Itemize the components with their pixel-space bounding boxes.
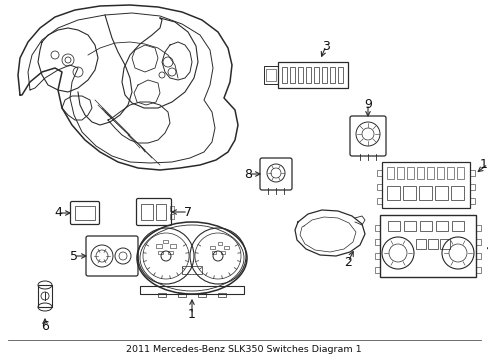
Text: 9: 9 [364,98,371,111]
Bar [289,67,294,83]
Bar [224,246,228,249]
Bar [418,186,431,200]
Bar [374,239,379,245]
Bar [141,204,153,220]
Bar [379,215,475,277]
Bar [264,66,278,84]
Bar [469,170,474,176]
Text: 8: 8 [244,167,251,180]
Bar [218,293,225,297]
Text: 7: 7 [183,206,192,219]
Bar [221,251,224,254]
Bar [427,239,437,249]
Bar [435,221,447,231]
Bar [170,244,176,248]
Bar [436,167,443,179]
Text: 4: 4 [54,207,62,220]
Bar [218,242,222,245]
Bar [396,167,403,179]
Bar [415,239,425,249]
Bar [387,221,399,231]
Bar [374,267,379,273]
Bar [305,67,310,83]
Bar [456,167,463,179]
Text: 6: 6 [41,320,49,333]
Bar [475,267,480,273]
Bar [297,67,303,83]
Bar [178,293,185,297]
Bar [475,225,480,231]
Bar [376,198,381,204]
Bar [386,167,393,179]
Bar [469,198,474,204]
Text: 2: 2 [344,256,351,269]
Bar [182,266,202,274]
Bar [168,251,173,254]
Bar [439,239,449,249]
Bar [402,186,415,200]
Bar [374,225,379,231]
Bar [313,67,318,83]
Bar [209,246,215,249]
Text: 2011 Mercedes-Benz SLK350 Switches Diagram 1: 2011 Mercedes-Benz SLK350 Switches Diagr… [126,346,361,355]
Bar [337,67,342,83]
Bar [278,62,347,88]
Bar [329,67,334,83]
Bar [198,293,205,297]
Bar [158,293,165,297]
Bar [265,69,275,81]
Bar [416,167,423,179]
Bar [163,240,168,243]
Bar [158,251,163,254]
Bar [376,184,381,190]
Bar [38,285,52,307]
Bar [321,67,326,83]
Bar [156,204,165,220]
Bar [403,221,415,231]
Bar [156,244,162,248]
Text: 3: 3 [322,40,329,53]
Text: 5: 5 [70,249,78,262]
Bar [75,206,95,220]
Bar [475,239,480,245]
Text: 1: 1 [188,307,196,320]
Bar [451,221,463,231]
Bar [406,167,413,179]
Bar [469,184,474,190]
Bar [381,162,469,208]
Bar [434,186,447,200]
Bar [282,67,286,83]
Bar [212,251,216,254]
Bar [376,170,381,176]
Text: 11: 11 [479,158,488,171]
Bar [170,206,174,211]
Bar [386,186,399,200]
Bar [170,214,174,219]
Bar [419,221,431,231]
Bar [475,253,480,259]
Bar [446,167,453,179]
Bar [426,167,433,179]
Bar [374,253,379,259]
Bar [140,286,244,294]
Bar [450,186,463,200]
